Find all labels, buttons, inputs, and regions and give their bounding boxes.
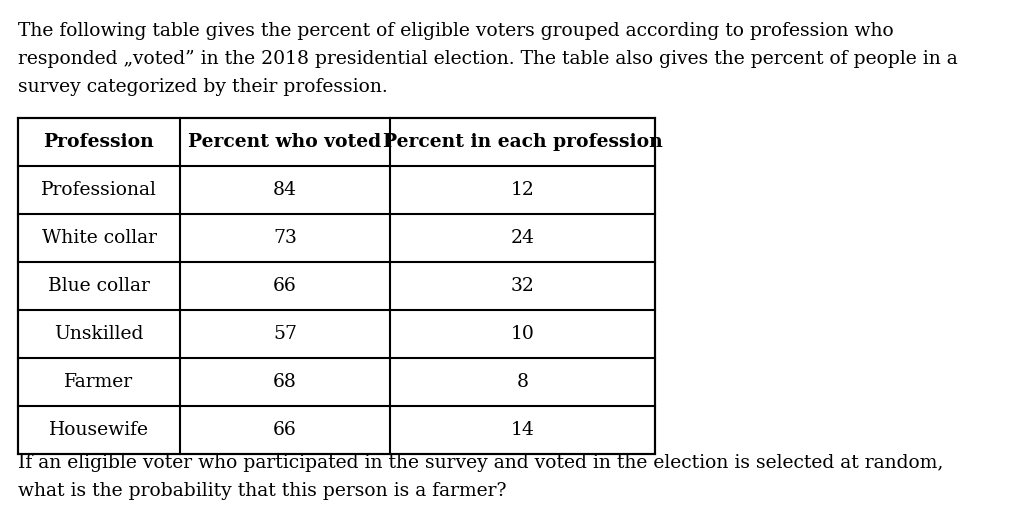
Text: 73: 73 [273,229,296,247]
Text: 68: 68 [273,373,296,391]
Text: 66: 66 [273,277,296,295]
Text: 84: 84 [273,181,298,199]
Bar [18,118,655,454]
Text: 10: 10 [510,325,534,343]
Text: 8: 8 [516,373,529,391]
Text: Farmer: Farmer [64,373,133,391]
Text: 66: 66 [273,421,296,439]
Text: survey categorized by their profession.: survey categorized by their profession. [18,78,387,96]
Text: White collar: White collar [41,229,157,247]
Text: Percent who voted: Percent who voted [188,133,381,151]
Text: Percent in each profession: Percent in each profession [382,133,662,151]
Text: 12: 12 [510,181,534,199]
Text: Professional: Professional [41,181,157,199]
Text: If an eligible voter who participated in the survey and voted in the election is: If an eligible voter who participated in… [18,454,943,472]
Text: 57: 57 [273,325,298,343]
Text: Housewife: Housewife [49,421,149,439]
Text: Unskilled: Unskilled [55,325,144,343]
Text: Blue collar: Blue collar [49,277,150,295]
Text: Profession: Profession [43,133,154,151]
Text: 14: 14 [510,421,534,439]
Text: 24: 24 [510,229,534,247]
Text: The following table gives the percent of eligible voters grouped according to pr: The following table gives the percent of… [18,22,894,40]
Text: responded „voted” in the 2018 presidential election. The table also gives the pe: responded „voted” in the 2018 presidenti… [18,50,958,68]
Text: what is the probability that this person is a farmer?: what is the probability that this person… [18,482,506,500]
Text: 32: 32 [510,277,534,295]
